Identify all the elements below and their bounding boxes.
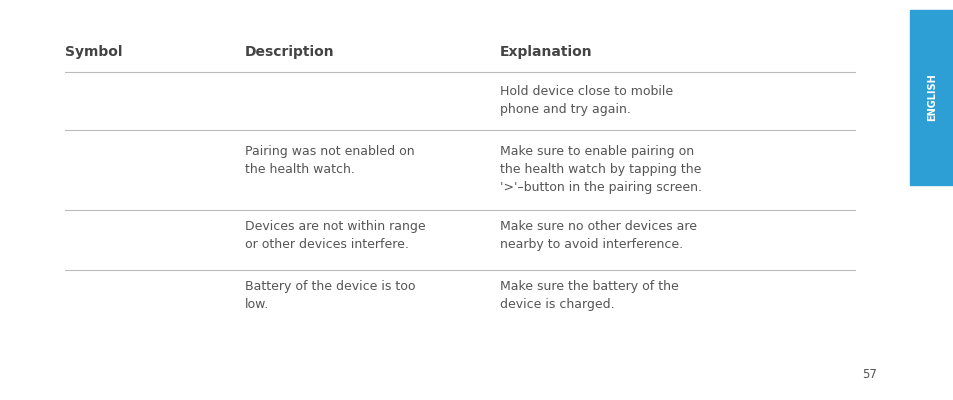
Text: Devices are not within range
or other devices interfere.: Devices are not within range or other de… xyxy=(245,220,425,251)
Text: Make sure the battery of the
device is charged.: Make sure the battery of the device is c… xyxy=(499,280,678,311)
Text: Description: Description xyxy=(245,45,335,59)
Text: Hold device close to mobile
phone and try again.: Hold device close to mobile phone and tr… xyxy=(499,85,673,116)
Text: 57: 57 xyxy=(862,368,877,382)
Text: Battery of the device is too
low.: Battery of the device is too low. xyxy=(245,280,416,311)
Text: Make sure no other devices are
nearby to avoid interference.: Make sure no other devices are nearby to… xyxy=(499,220,697,251)
Bar xyxy=(909,10,953,185)
Text: Symbol: Symbol xyxy=(65,45,122,59)
Text: Make sure to enable pairing on
the health watch by tapping the
'>'–button in the: Make sure to enable pairing on the healt… xyxy=(499,145,701,194)
Text: Explanation: Explanation xyxy=(499,45,592,59)
Text: ENGLISH: ENGLISH xyxy=(926,74,936,121)
Text: Pairing was not enabled on
the health watch.: Pairing was not enabled on the health wa… xyxy=(245,145,415,176)
